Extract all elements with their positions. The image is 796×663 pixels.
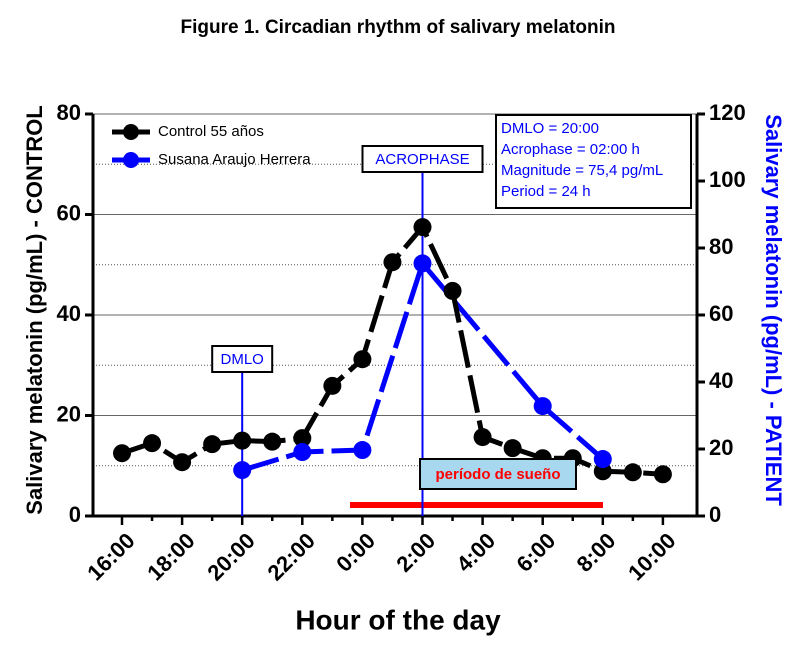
y-tick-label: 60 — [57, 200, 81, 225]
y2-tick-label: 40 — [709, 368, 733, 393]
y2-tick-label: 100 — [709, 167, 746, 192]
y2-axis-label: Salivary melatonin (pg/mL) - PATIENT — [761, 114, 786, 506]
info-box — [495, 114, 692, 209]
acrophase-label: ACROPHASE — [375, 151, 469, 168]
marker — [503, 439, 522, 458]
dmlo-label: DMLO — [221, 351, 264, 368]
marker — [233, 431, 252, 450]
y2-tick-label: 0 — [709, 502, 721, 527]
y-axis-label: Salivary melatonin (pg/mL) - CONTROL — [22, 105, 47, 514]
x-tick-label: 0:00 — [331, 528, 380, 577]
sleep-bar — [350, 502, 603, 508]
legend-marker — [123, 152, 139, 168]
marker — [413, 218, 432, 237]
marker — [293, 443, 312, 462]
x-tick-label: 10:00 — [623, 528, 680, 585]
x-tick-label: 16:00 — [82, 528, 139, 585]
x-tick-label: 8:00 — [572, 528, 621, 577]
x-tick-label: 20:00 — [202, 528, 259, 585]
marker — [323, 376, 342, 395]
info-line: Acrophase = 02:00 h — [501, 141, 640, 158]
y2-tick-label: 120 — [709, 100, 746, 125]
x-tick-label: 18:00 — [142, 528, 199, 585]
dmlo-box — [211, 345, 274, 373]
marker — [623, 463, 642, 482]
x-tick-label: 4:00 — [451, 528, 500, 577]
legend-label: Control 55 años — [158, 123, 264, 140]
marker — [233, 461, 252, 480]
legend-marker — [123, 124, 139, 140]
marker — [413, 254, 432, 273]
x-tick-label: 6:00 — [512, 528, 561, 577]
marker — [533, 397, 552, 416]
y-tick-label: 20 — [57, 401, 81, 426]
marker — [473, 428, 492, 447]
info-line: DMLO = 20:00 — [501, 120, 599, 137]
acrophase-box — [361, 145, 484, 173]
marker — [653, 465, 672, 484]
sleep-label: período de sueño — [435, 466, 560, 483]
y2-tick-label: 80 — [709, 234, 733, 259]
marker — [173, 453, 192, 472]
x-tick-label: 22:00 — [262, 528, 319, 585]
series-line — [241, 258, 605, 473]
marker — [353, 350, 372, 369]
y-tick-label: 40 — [57, 301, 81, 326]
x-axis-label: Hour of the day — [295, 604, 501, 635]
marker — [143, 434, 162, 453]
y2-tick-label: 20 — [709, 435, 733, 460]
y-tick-label: 0 — [69, 502, 81, 527]
sleep-box — [419, 458, 577, 490]
marker — [203, 435, 222, 454]
info-line: Magnitude = 75,4 pg/mL — [501, 162, 663, 179]
marker — [113, 444, 131, 463]
marker — [353, 441, 372, 460]
y2-tick-label: 60 — [709, 301, 733, 326]
marker — [593, 450, 612, 469]
marker — [293, 429, 312, 448]
y-tick-label: 80 — [57, 100, 81, 125]
x-tick-label: 2:00 — [391, 528, 440, 577]
marker — [263, 432, 282, 451]
marker — [443, 281, 462, 300]
chart-title: Figure 1. Circadian rhythm of salivary m… — [180, 17, 615, 38]
info-line: Period = 24 h — [501, 183, 591, 200]
legend-label: Susana Araujo Herrera — [158, 151, 311, 168]
marker — [383, 253, 402, 272]
